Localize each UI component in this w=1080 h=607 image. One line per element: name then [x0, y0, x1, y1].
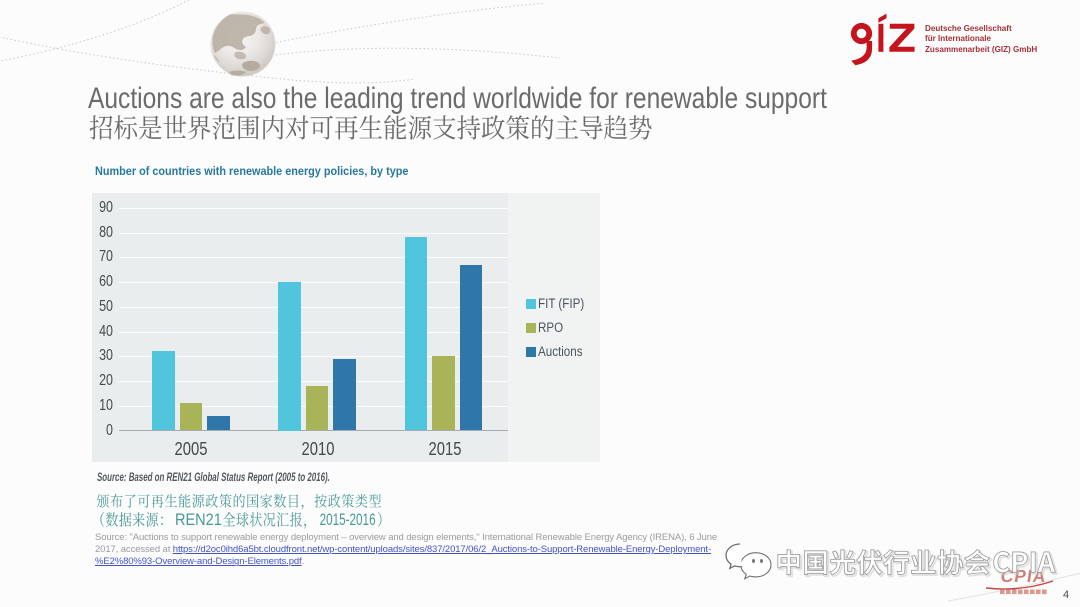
svg-text:2015-2016: 2015-2016 [320, 511, 376, 529]
svg-text:REN21: REN21 [175, 511, 222, 529]
